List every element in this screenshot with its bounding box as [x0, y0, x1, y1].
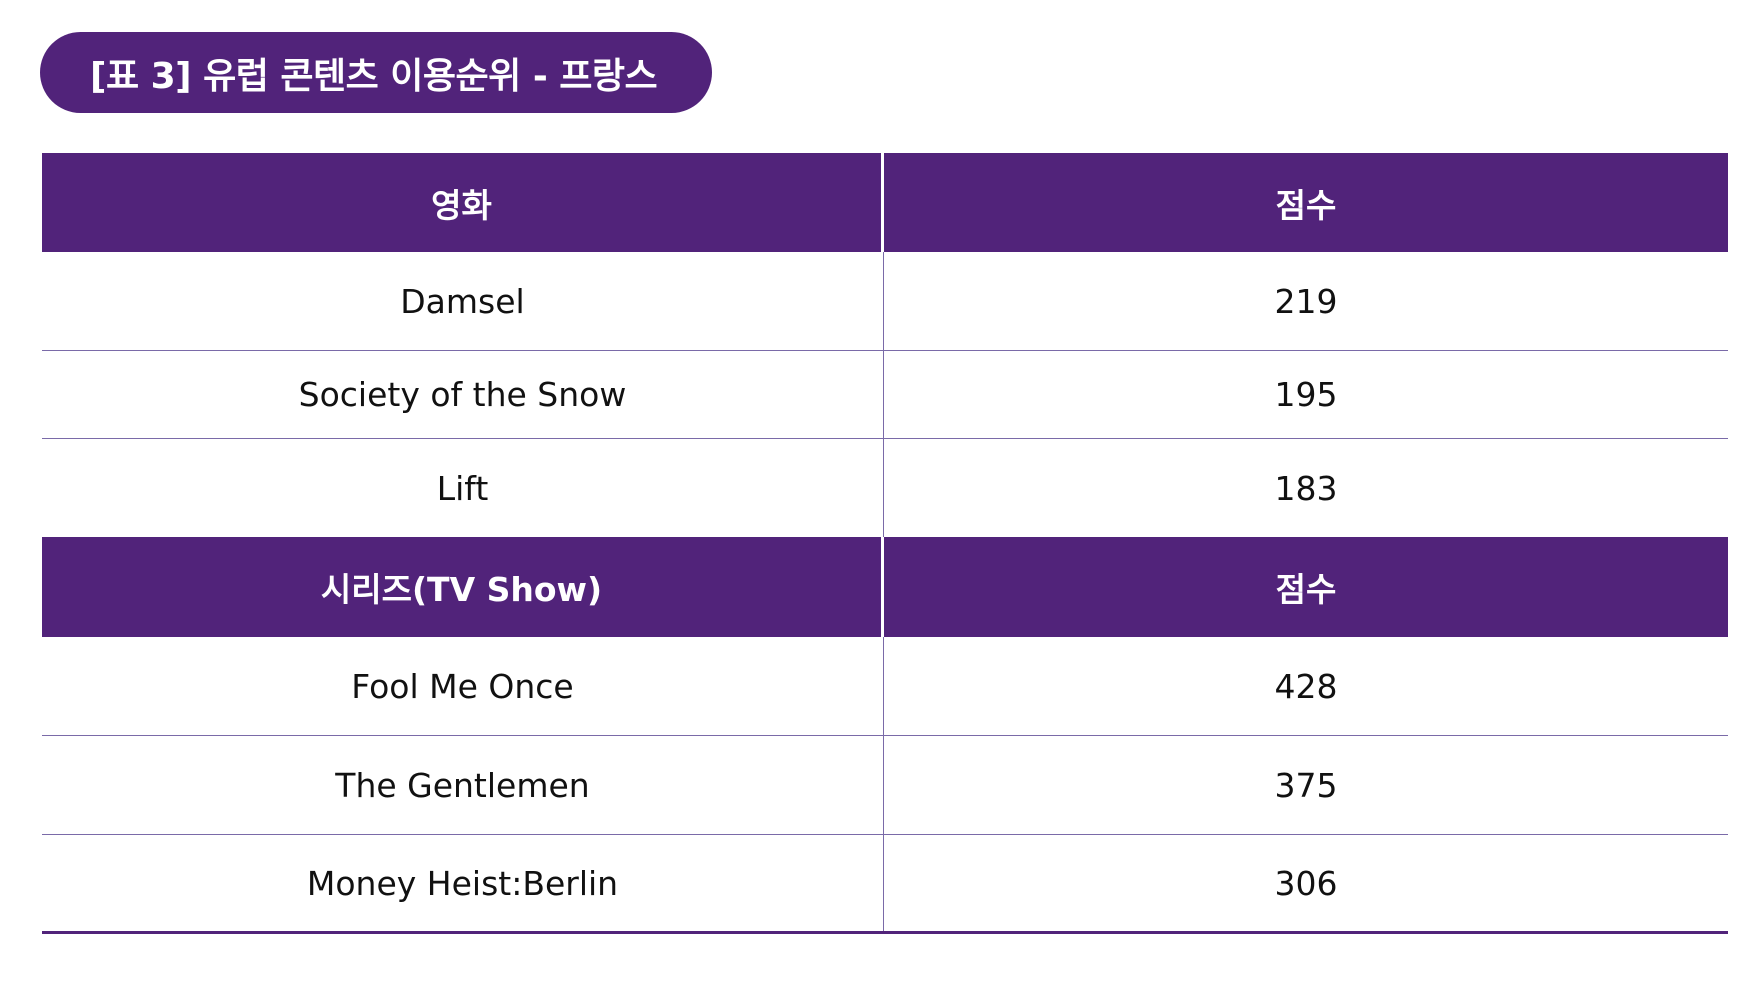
series-score-header: 점수	[1275, 570, 1337, 609]
series-title-header: 시리즈(TV Show)	[42, 537, 884, 637]
series-score-cell: 428	[1274, 666, 1338, 706]
series-title-cell: Fool Me Once	[42, 637, 884, 735]
movie-title-cell: Lift	[42, 439, 884, 537]
table-title: [표 3] 유럽 콘텐츠 이용순위 - 프랑스	[90, 55, 658, 97]
movie-score-cell: 195	[1274, 375, 1338, 414]
movie-score-cell: 183	[1274, 468, 1338, 508]
series-score-cell: 306	[1274, 863, 1338, 903]
movies-title-header: 영화	[42, 153, 884, 252]
table-row: The Gentlemen 375	[42, 736, 1728, 835]
movie-title-cell: Damsel	[42, 252, 884, 350]
table-title-badge: [표 3] 유럽 콘텐츠 이용순위 - 프랑스	[40, 32, 712, 113]
table-row: Fool Me Once 428	[42, 637, 1728, 736]
table-row: Lift 183	[42, 439, 1728, 537]
series-title-cell: The Gentlemen	[42, 736, 884, 834]
movie-title-cell: Society of the Snow	[42, 351, 884, 438]
movies-score-header: 점수	[1275, 185, 1337, 225]
table-row: Money Heist:Berlin 306	[42, 835, 1728, 934]
series-score-cell: 375	[1274, 765, 1338, 805]
table-row: Damsel 219	[42, 252, 1728, 351]
series-header-row: 시리즈(TV Show) 점수	[42, 537, 1728, 637]
movies-header-row: 영화 점수	[42, 153, 1728, 252]
ranking-table: 영화 점수 Damsel 219 Society of the Snow 195…	[42, 153, 1728, 934]
table-row: Society of the Snow 195	[42, 351, 1728, 439]
series-title-cell: Money Heist:Berlin	[42, 835, 884, 931]
movie-score-cell: 219	[1274, 281, 1338, 321]
